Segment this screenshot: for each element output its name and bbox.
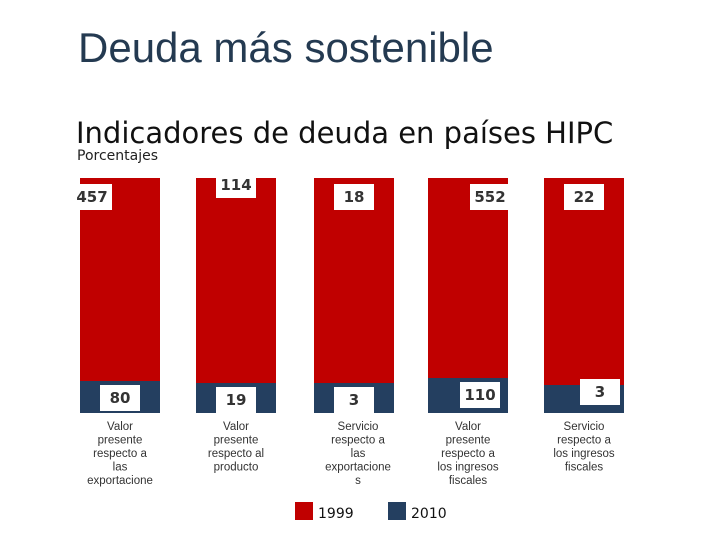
legend-label-2010: 2010: [411, 506, 447, 522]
bar-1999-4: [428, 178, 508, 378]
value-label-1999-3: 18: [344, 188, 365, 206]
category-label-1: Valor presente respecto a las exportacione: [87, 421, 153, 487]
chart-title: Indicadores de deuda en países HIPC: [76, 116, 614, 150]
value-box-2010-2: [216, 387, 256, 413]
value-box-1999-4: [470, 184, 510, 210]
category-label-2: Valor presente respecto al producto: [208, 421, 264, 474]
value-label-2010-2: 19: [226, 391, 247, 409]
value-label-2010-3: 3: [349, 391, 359, 409]
category-label-3: Servicio respecto a las exportacione s: [325, 421, 391, 487]
legend-label-1999: 1999: [318, 506, 354, 522]
legend-swatch-2010: [388, 502, 406, 520]
value-box-2010-4: [460, 382, 500, 408]
value-box-1999-3: [334, 184, 374, 210]
value-label-2010-4: 110: [464, 386, 495, 404]
value-label-1999-5: 22: [574, 188, 595, 206]
value-box-2010-1: [100, 385, 140, 411]
value-label-1999-2: 114: [220, 176, 251, 194]
bar-1999-3: [314, 178, 394, 383]
value-box-2010-5: [580, 379, 620, 405]
chart-subtitle: Porcentajes: [77, 148, 159, 164]
bar-1999-2: [196, 178, 276, 383]
value-box-1999-1: [72, 184, 112, 210]
category-label-4: Valor presente respecto a los ingresos fisca…: [437, 421, 499, 487]
value-box-2010-3: [334, 387, 374, 413]
bar-1999-5: [544, 178, 624, 385]
slide-title: Deuda más sostenible: [78, 24, 494, 71]
value-label-2010-5: 3: [595, 383, 605, 401]
value-label-1999-1: 457: [76, 188, 107, 206]
legend-swatch-1999: [295, 502, 313, 520]
bar-1999-1: [80, 178, 160, 381]
value-label-2010-1: 80: [110, 389, 131, 407]
category-label-5: Servicio respecto a los ingresos fiscales: [553, 421, 615, 474]
value-box-1999-2: [216, 172, 256, 198]
value-box-1999-5: [564, 184, 604, 210]
value-label-1999-4: 552: [474, 188, 505, 206]
